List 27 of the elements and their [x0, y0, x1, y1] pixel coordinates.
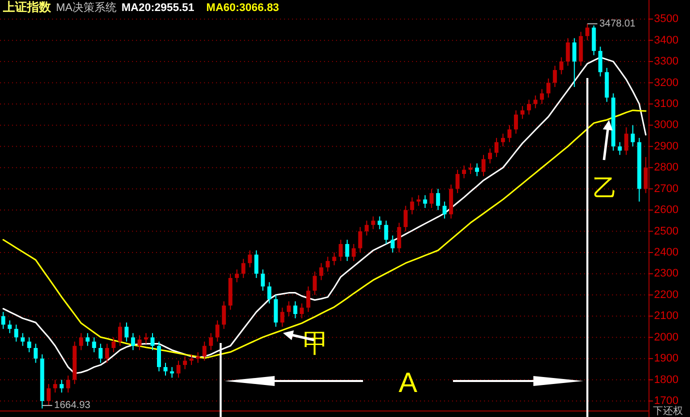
y-tick-label: 2800: [654, 162, 678, 174]
y-tick-label: 1900: [654, 352, 678, 365]
y-tick-label: 2600: [654, 204, 678, 216]
y-tick-label: 2300: [654, 268, 678, 280]
text: MA20:2955.51: [122, 2, 194, 14]
y-tick-label: 3500: [654, 13, 678, 26]
y-tick-label: 2900: [654, 140, 678, 152]
y-tick-label: 1800: [654, 374, 678, 386]
y-tick-label: 3400: [654, 34, 678, 46]
text: MA60:3066.83: [206, 2, 280, 14]
y-tick-label: 2500: [654, 225, 678, 238]
y-tick-label: 3200: [654, 76, 678, 89]
y-tick-label: 2100: [654, 310, 678, 322]
y-tick-label: 2000: [654, 331, 678, 344]
text: 下还权: [653, 405, 683, 417]
annotation: 乙: [593, 175, 617, 202]
y-tick-label: 2400: [654, 246, 678, 258]
chart-title: 上证指数: [2, 0, 52, 14]
y-tick-label: 3300: [654, 56, 678, 68]
annotation: 1664.93: [54, 400, 91, 411]
y-tick-label: 3100: [654, 98, 678, 110]
y-tick-label: 2200: [654, 288, 678, 301]
annotation: 3478.01: [599, 18, 636, 30]
annotation: A: [398, 367, 418, 398]
y-tick-label: 2700: [654, 182, 678, 195]
y-tick-label: 3000: [654, 119, 678, 132]
chart-subtitle: MA决策系统: [56, 1, 116, 14]
